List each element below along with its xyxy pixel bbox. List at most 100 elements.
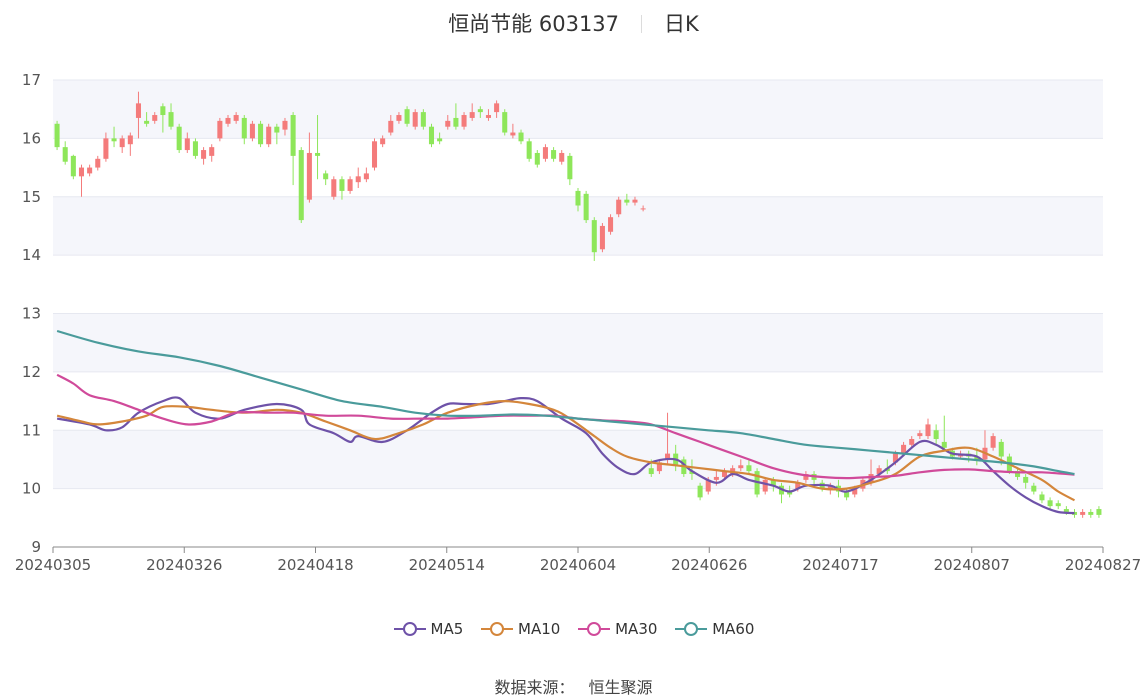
candle (274, 123, 280, 145)
candle (404, 106, 410, 127)
candle (990, 433, 996, 451)
candle (746, 459, 752, 475)
candle (70, 154, 76, 180)
candle (608, 214, 614, 235)
candle-body (331, 179, 337, 197)
candle-body (502, 112, 508, 133)
legend-label-ma30: MA30 (615, 620, 658, 638)
candle-body (290, 115, 296, 156)
candle (510, 123, 516, 139)
candle-body (738, 465, 744, 469)
candle (428, 123, 435, 148)
candle-body (404, 109, 410, 124)
x-tick-label: 20240717 (802, 556, 878, 574)
candle (632, 196, 638, 206)
candle (111, 126, 117, 148)
candle (1055, 500, 1061, 510)
y-tick-label: 16 (22, 129, 41, 147)
candle (1088, 509, 1094, 518)
candle-body (70, 155, 76, 177)
candle-body (534, 152, 540, 165)
candle-body (852, 488, 858, 495)
y-tick-label: 11 (22, 421, 41, 439)
candle (412, 109, 418, 130)
candle-body (127, 135, 133, 145)
candle-body (241, 117, 247, 139)
candle-body (347, 179, 353, 191)
x-tick-label: 20240514 (409, 556, 485, 574)
candle (518, 129, 524, 145)
candle-body (95, 158, 101, 168)
legend-item-ma5[interactable]: MA5 (393, 620, 463, 638)
candle (209, 144, 215, 162)
legend-item-ma60[interactable]: MA60 (674, 620, 754, 638)
candle (135, 91, 141, 139)
candle-body (412, 112, 418, 127)
candle (363, 167, 369, 183)
candle (909, 436, 915, 448)
candle (1023, 474, 1029, 489)
candle-body (103, 138, 109, 159)
candle (380, 135, 386, 148)
candle-body (762, 479, 768, 492)
legend-item-ma30[interactable]: MA30 (577, 620, 657, 638)
candle-body (787, 491, 793, 495)
x-tick-label: 20240626 (671, 556, 747, 574)
candle (925, 418, 931, 440)
candle-body (998, 441, 1004, 457)
candle (54, 120, 60, 151)
candle-body (640, 208, 646, 210)
y-tick-label: 10 (22, 480, 41, 498)
candle-body (323, 173, 329, 180)
candle (420, 109, 426, 130)
candle-body (648, 468, 654, 475)
candle (445, 115, 451, 130)
candle (1031, 482, 1037, 495)
candle (388, 115, 394, 136)
candle-body (1088, 511, 1094, 515)
candle-body (54, 123, 60, 148)
candle-body (933, 430, 939, 440)
candle (1071, 509, 1078, 518)
candle (127, 132, 133, 156)
x-axis: 20240305 20240326 20240418 20240514 20240604… (15, 546, 1141, 574)
candle (665, 412, 671, 466)
candle (1080, 509, 1086, 518)
y-tick-label: 9 (31, 538, 41, 556)
candle (778, 482, 785, 504)
legend-item-ma10[interactable]: MA10 (480, 620, 560, 638)
candle-body (697, 485, 703, 498)
candle-body (274, 126, 280, 133)
candle-body (1071, 511, 1078, 515)
candle (453, 103, 459, 130)
candle-body (209, 147, 215, 156)
candle (616, 196, 622, 218)
candle (160, 103, 166, 133)
y-tick-label: 15 (22, 188, 41, 206)
candle-body (665, 453, 671, 460)
candle-body (135, 103, 141, 118)
source-value: 恒生聚源 (588, 678, 653, 697)
candle-body (217, 120, 223, 139)
candle-body (388, 120, 394, 133)
candle-body (494, 103, 500, 113)
candle (437, 132, 443, 145)
chart-title: 恒尚节能 603137 日K (0, 8, 1147, 38)
candle (331, 176, 337, 200)
candle-body (624, 199, 630, 203)
candle-body (1080, 511, 1086, 515)
candle (258, 120, 264, 148)
candle-body (1039, 494, 1045, 501)
candle-body (469, 112, 475, 118)
candle-body (925, 424, 931, 437)
candle-body (518, 132, 524, 142)
candle (640, 205, 646, 212)
candle-body (616, 199, 622, 215)
candle-body (827, 485, 833, 489)
candle (103, 132, 109, 162)
candle-body (526, 141, 532, 159)
candle-body (1023, 476, 1029, 483)
candle (575, 187, 581, 212)
candle (144, 112, 150, 127)
candle-body (282, 120, 288, 130)
